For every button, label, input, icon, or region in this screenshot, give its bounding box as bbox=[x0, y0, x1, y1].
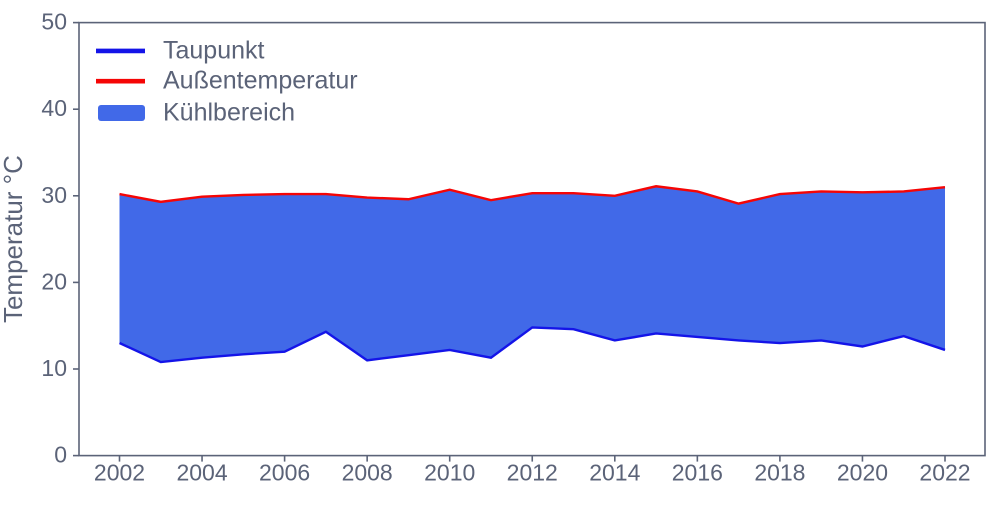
svg-text:20: 20 bbox=[41, 268, 67, 294]
svg-text:2018: 2018 bbox=[754, 460, 805, 486]
svg-text:2014: 2014 bbox=[589, 460, 640, 486]
svg-text:Taupunkt: Taupunkt bbox=[163, 36, 265, 64]
svg-text:2016: 2016 bbox=[672, 460, 723, 486]
svg-text:2004: 2004 bbox=[176, 460, 227, 486]
svg-text:Kühlbereich: Kühlbereich bbox=[163, 99, 295, 127]
svg-text:2020: 2020 bbox=[837, 460, 888, 486]
svg-text:2008: 2008 bbox=[342, 460, 393, 486]
svg-text:10: 10 bbox=[41, 355, 67, 381]
svg-text:Temperatur °C: Temperatur °C bbox=[0, 155, 28, 323]
svg-text:2022: 2022 bbox=[919, 460, 970, 486]
svg-text:2010: 2010 bbox=[424, 460, 475, 486]
svg-text:50: 50 bbox=[41, 9, 67, 35]
svg-text:40: 40 bbox=[41, 95, 67, 121]
svg-text:2002: 2002 bbox=[94, 460, 145, 486]
svg-text:30: 30 bbox=[41, 182, 67, 208]
svg-text:2012: 2012 bbox=[507, 460, 558, 486]
svg-text:Außentemperatur: Außentemperatur bbox=[163, 67, 358, 95]
svg-text:0: 0 bbox=[54, 442, 67, 468]
svg-text:2006: 2006 bbox=[259, 460, 310, 486]
